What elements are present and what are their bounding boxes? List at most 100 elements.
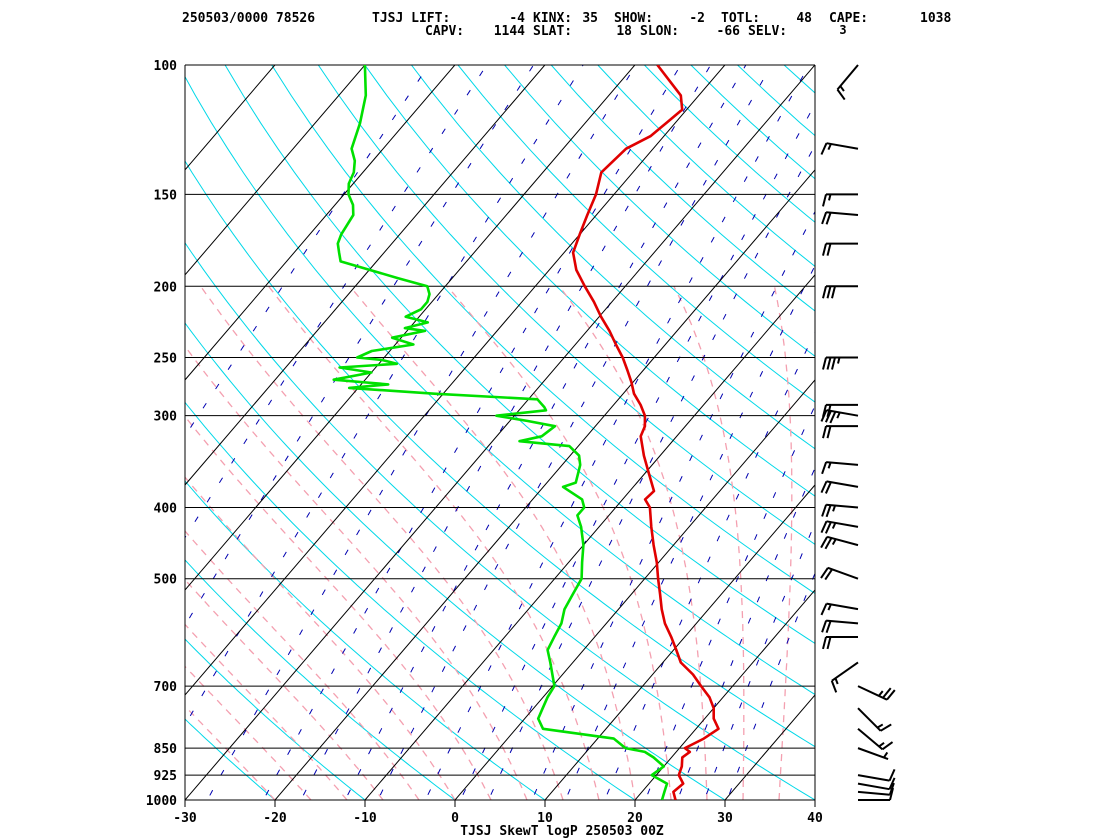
pressure-tick-label: 700	[154, 680, 178, 695]
header-row1-field: TOTL:	[721, 11, 760, 26]
header-row2-field: 18	[616, 24, 632, 39]
pressure-tick-label: 850	[154, 742, 178, 757]
header-row2-field: SLAT:	[533, 24, 572, 39]
mixing-ratio-line	[185, 65, 534, 627]
header-stats: 250503/0000 78526 TJSJ LIFT: -4 KINX: 35 SHOW…	[182, 11, 951, 39]
dry-adiabat-line	[364, 65, 815, 497]
wind-barb	[857, 747, 889, 761]
isotherm-line	[185, 65, 815, 800]
dry-adiabat-line	[597, 65, 815, 268]
isotherm-line	[185, 65, 546, 486]
wind-barb	[822, 403, 858, 418]
header-row1-field: TJSJ LIFT:	[372, 11, 450, 26]
barb-top-label: 3	[839, 23, 846, 37]
mixing-ratio-line	[459, 103, 815, 800]
profile-layer	[332, 65, 720, 800]
dry-adiabat-line	[185, 638, 366, 800]
dry-adiabat-line	[504, 65, 815, 357]
moist-adiabat-line	[185, 623, 348, 800]
pressure-tick-label: 150	[154, 188, 178, 203]
temperature-tick-label: -30	[173, 811, 197, 826]
dry-adiabat-line	[457, 65, 815, 403]
wind-barb	[822, 242, 858, 256]
dry-adiabat-line	[0, 65, 111, 816]
wind-barb	[857, 707, 892, 732]
header-row1-field: CAPE:	[829, 11, 868, 26]
isotherm-line	[634, 589, 815, 800]
moist-adiabat-line	[200, 285, 564, 800]
temperature-tick-label: 0	[451, 811, 459, 826]
pressure-tick-label: 300	[154, 410, 178, 425]
wind-barb	[821, 211, 859, 225]
isotherm-line	[185, 65, 726, 696]
dry-adiabat-line	[690, 65, 815, 180]
mixing-ratio-line	[300, 65, 712, 800]
isotherm-line	[814, 799, 815, 800]
wind-barb-layer	[820, 64, 896, 801]
moist-adiabat-line	[558, 285, 708, 800]
mixing-ratio-line	[726, 572, 815, 800]
dry-adiabat-line	[185, 160, 815, 748]
wind-barb	[820, 602, 859, 616]
header-row1-field: 250503/0000 78526	[182, 11, 315, 26]
header-row1-field: SHOW:	[614, 11, 653, 26]
wind-barb	[857, 685, 896, 701]
pressure-tick-label: 250	[154, 351, 178, 366]
wind-barb	[821, 619, 859, 633]
dry-adiabat-line	[185, 559, 456, 800]
dry-adiabat-line	[185, 401, 636, 800]
pressure-tick-label: 400	[154, 502, 178, 517]
header-row1-field: KINX:	[533, 11, 572, 26]
isotherm-line	[274, 169, 815, 800]
pressure-tick-label: 1000	[146, 794, 177, 809]
header-row2-field: CAPV:	[425, 24, 464, 39]
wind-barb	[822, 285, 858, 299]
dry-adiabat-line	[224, 65, 815, 645]
dry-adiabat-line	[185, 799, 186, 800]
dry-adiabat-line	[0, 65, 20, 816]
moist-adiabat-line	[185, 578, 384, 800]
wind-barb	[857, 782, 895, 796]
mixing-ratio-line	[531, 210, 815, 800]
header-row1-field: 35	[582, 11, 598, 26]
mixing-ratio-line	[262, 65, 682, 800]
moist-adiabat-line	[773, 286, 793, 800]
wind-barb	[820, 142, 859, 155]
header-row2-field: -66	[717, 24, 741, 39]
wind-barb	[820, 566, 859, 581]
moist-adiabat-line	[185, 476, 456, 800]
chart-title: TJSJ SkewT logP 250503 00Z	[460, 824, 664, 839]
wind-barb	[820, 535, 859, 550]
dry-adiabat-line	[831, 65, 1120, 816]
dry-adiabat-line	[737, 65, 815, 137]
isotherm-line	[724, 694, 815, 800]
isotherm-line	[185, 65, 276, 171]
pressure-tick-label: 500	[154, 573, 178, 588]
temperature-tick-label: -10	[353, 811, 377, 826]
mixing-ratio-line	[703, 522, 815, 800]
wind-barb	[836, 64, 859, 101]
isotherm-line	[185, 65, 456, 381]
mixing-ratio-line	[604, 331, 815, 800]
wind-barb	[822, 425, 858, 439]
header-row1-field: -4	[509, 11, 525, 26]
dry-adiabat-line	[783, 65, 815, 94]
wind-barb	[857, 777, 896, 791]
temperature-tick-label: 20	[627, 811, 643, 826]
isotherm-line	[0, 31, 34, 815]
wind-barb	[821, 503, 859, 518]
dry-adiabat-line	[185, 75, 815, 696]
mixing-ratio-line	[487, 144, 815, 800]
header-row2-field: SELV:	[748, 24, 787, 39]
mixing-ratio-line	[564, 264, 815, 800]
temperature-tick-label: 10	[537, 811, 553, 826]
dry-adiabat-line	[411, 65, 815, 450]
temperature-tick-label: -20	[263, 811, 287, 826]
isotherm-line	[185, 65, 636, 591]
dewpoint-profile-line	[332, 65, 669, 800]
moist-adiabat-line	[185, 530, 420, 800]
wind-barb	[820, 480, 859, 494]
wind-barb	[857, 768, 896, 782]
